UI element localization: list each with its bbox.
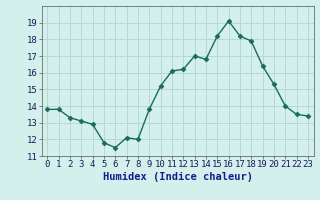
X-axis label: Humidex (Indice chaleur): Humidex (Indice chaleur) — [103, 172, 252, 182]
